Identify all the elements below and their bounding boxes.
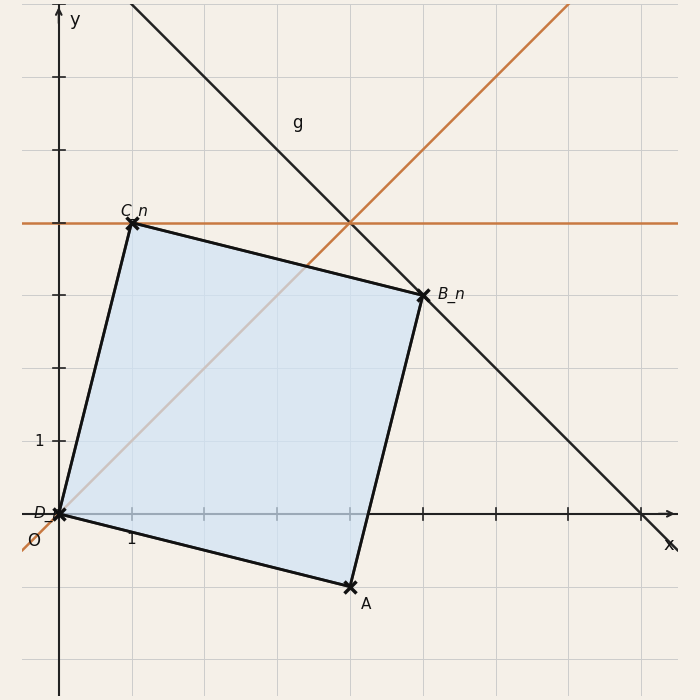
Text: B_n: B_n [438,287,465,304]
Polygon shape [59,223,423,587]
Text: 1: 1 [127,532,136,547]
Text: 1: 1 [34,433,44,449]
Text: A: A [361,597,371,612]
Text: O: O [27,532,41,550]
Text: C_n: C_n [120,204,148,220]
Text: x: x [664,536,674,554]
Text: D_n: D_n [34,505,62,522]
Text: g: g [292,114,302,132]
Text: y: y [70,11,80,29]
